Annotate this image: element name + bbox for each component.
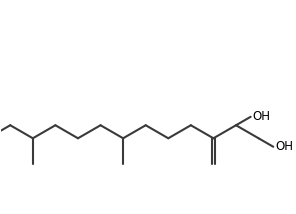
- Text: OH: OH: [275, 140, 293, 153]
- Text: OH: OH: [253, 110, 271, 123]
